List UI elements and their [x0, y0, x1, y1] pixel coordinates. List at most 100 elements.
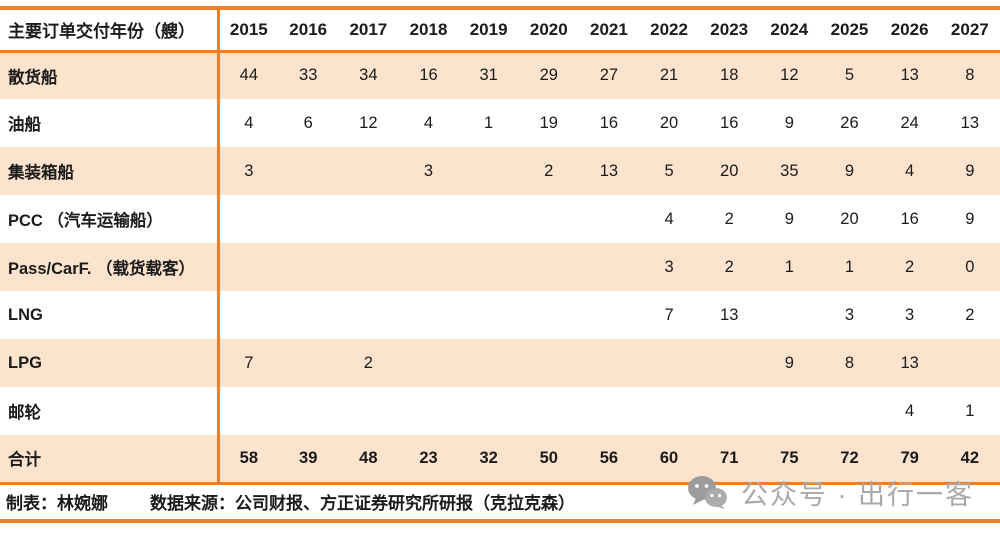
value-cell	[519, 195, 579, 243]
value-cell: 60	[638, 435, 700, 485]
value-cell: 31	[458, 51, 519, 99]
value-cell: 75	[759, 435, 820, 485]
table-header: 主要订单交付年份（艘） 2015 2016 2017 2018 2019 2020 2021 2…	[0, 8, 1000, 53]
value-cell	[278, 339, 339, 387]
value-cell: 42	[939, 435, 1000, 485]
value-cell	[579, 291, 639, 339]
value-cell	[579, 195, 639, 243]
orders-delivery-table: 主要订单交付年份（艘） 2015 2016 2017 2018 2019 2020 2021 2…	[0, 6, 1000, 485]
value-cell: 2	[965, 305, 975, 324]
table-row: 油船 4 6 12 4 1 19 16 20 16 9 26 24 13	[0, 99, 1000, 147]
value-cell: 2	[518, 147, 579, 195]
row-label: 散货船	[0, 51, 220, 99]
value-cell	[459, 387, 519, 435]
value-cell: 56	[578, 435, 639, 485]
value-cell: 23	[398, 435, 459, 485]
value-cell: 35	[759, 147, 820, 195]
value-cell: 3	[844, 305, 855, 324]
year-column-header: 2018	[398, 8, 459, 53]
value-cell: 58	[218, 435, 279, 485]
value-cell	[519, 291, 579, 339]
value-cell: 1	[819, 243, 880, 291]
value-cell: 44	[218, 51, 279, 99]
row-label: 集装箱船	[0, 147, 220, 195]
value-cell	[218, 387, 278, 435]
value-cell	[699, 339, 760, 387]
value-cell	[398, 291, 458, 339]
value-cell	[458, 243, 519, 291]
value-cell: 7	[664, 305, 674, 324]
year-column-header: 2026	[879, 8, 940, 53]
row-label: LNG	[0, 291, 220, 339]
value-cell	[398, 387, 458, 435]
value-cell	[519, 387, 579, 435]
value-cell: 27	[578, 51, 639, 99]
value-cell	[458, 147, 519, 195]
value-cell: 9	[784, 209, 794, 228]
table-row: 集装箱船 3 3 2 13 5 20 35 9 4 9	[0, 147, 1000, 195]
value-cell	[278, 195, 338, 243]
value-cell	[278, 243, 339, 291]
value-cell: 21	[638, 51, 700, 99]
value-cell: 4	[664, 209, 674, 228]
value-cell: 3	[398, 147, 459, 195]
value-cell	[639, 387, 699, 435]
value-cell: 13	[720, 305, 739, 324]
value-cell: 3	[638, 243, 700, 291]
value-cell: 12	[759, 51, 820, 99]
value-cell: 72	[819, 435, 880, 485]
value-cell: 16	[720, 113, 739, 132]
value-cell: 2	[724, 209, 734, 228]
value-cell	[578, 339, 639, 387]
value-cell	[398, 195, 458, 243]
value-cell: 1	[965, 401, 975, 420]
value-cell: 2	[879, 243, 940, 291]
watermark: 公众号 · 出行一客	[687, 473, 974, 512]
value-cell: 4	[423, 113, 434, 132]
year-column-header: 2022	[638, 8, 700, 53]
row-label: PCC （汽车运输船）	[0, 195, 220, 243]
value-cell	[939, 339, 1000, 387]
value-cell	[638, 339, 700, 387]
value-cell	[338, 147, 399, 195]
value-cell: 4	[244, 113, 254, 132]
value-cell	[699, 387, 759, 435]
value-cell: 32	[458, 435, 519, 485]
value-cell: 9	[759, 339, 820, 387]
table-footnote: 制表：林婉娜 数据来源：公司财报、方正证券研究所研报（克拉克森） 公众号 · 出…	[0, 476, 1000, 523]
value-cell	[338, 243, 399, 291]
value-cell: 5	[819, 51, 880, 99]
value-cell: 8	[819, 339, 880, 387]
value-cell: 20	[659, 113, 679, 132]
table-row: LNG 7 13 3 3 2	[0, 291, 1000, 339]
value-cell	[518, 339, 579, 387]
value-cell: 39	[278, 435, 339, 485]
value-cell: 20	[840, 209, 859, 228]
year-column-header: 2017	[338, 8, 399, 53]
value-cell	[518, 243, 579, 291]
value-cell	[278, 387, 338, 435]
value-cell	[218, 243, 279, 291]
table-row: Pass/CarF. （载货载客） 3 2 1 1 2 0	[0, 243, 1000, 291]
credit-text: 制表：林婉娜	[6, 494, 108, 513]
value-cell	[278, 147, 339, 195]
value-cell: 7	[218, 339, 279, 387]
value-cell	[458, 339, 519, 387]
value-cell: 9	[965, 209, 975, 228]
value-cell	[579, 387, 639, 435]
value-cell	[338, 387, 398, 435]
value-cell	[398, 243, 459, 291]
value-cell: 20	[699, 147, 760, 195]
value-cell: 0	[939, 243, 1000, 291]
value-cell	[819, 387, 879, 435]
total-row: 合计 58 39 48 23 32 50 56 60 71 75 72 79 42	[0, 435, 1000, 485]
value-cell: 29	[518, 51, 579, 99]
value-cell	[578, 243, 639, 291]
value-cell: 9	[784, 113, 794, 132]
value-cell: 13	[960, 113, 980, 132]
value-cell: 9	[939, 147, 1000, 195]
value-cell	[338, 195, 398, 243]
value-cell: 13	[879, 51, 940, 99]
table-row: 邮轮 4 1	[0, 387, 1000, 435]
value-cell: 5	[638, 147, 700, 195]
